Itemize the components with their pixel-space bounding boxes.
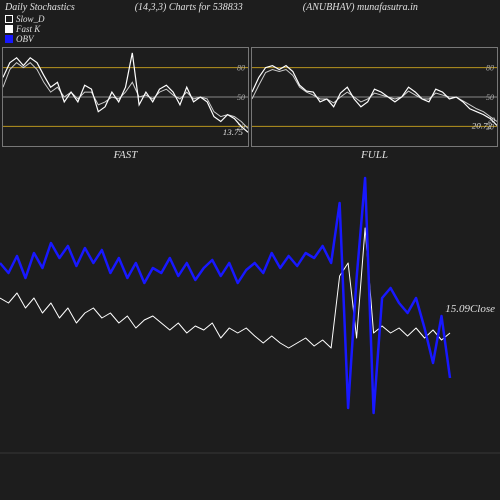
legend-label: OBV bbox=[16, 34, 34, 44]
title: Daily Stochastics bbox=[5, 2, 75, 13]
full-chart: 80502020.7220 bbox=[251, 47, 498, 147]
svg-text:80: 80 bbox=[237, 64, 245, 73]
charts-for: Charts for 538833 bbox=[169, 2, 243, 13]
svg-text:20: 20 bbox=[488, 118, 496, 125]
symbol: (ANUBHAV) bbox=[303, 2, 355, 13]
legend: Slow_D Fast K OBV bbox=[0, 13, 500, 45]
legend-box-icon bbox=[5, 25, 13, 33]
legend-slow-d: Slow_D bbox=[5, 14, 495, 24]
site: munafasutra.in bbox=[357, 2, 418, 13]
svg-text:50: 50 bbox=[237, 93, 245, 102]
svg-text:13.75: 13.75 bbox=[223, 127, 244, 137]
full-label: FULL bbox=[251, 147, 498, 161]
legend-label: Fast K bbox=[16, 24, 40, 34]
main-chart: 15.09Close bbox=[0, 168, 500, 458]
legend-label: Slow_D bbox=[16, 14, 45, 24]
svg-text:50: 50 bbox=[486, 93, 494, 102]
params: (14,3,3) bbox=[135, 2, 167, 13]
legend-fast-k: Fast K bbox=[5, 24, 495, 34]
svg-text:80: 80 bbox=[486, 64, 494, 73]
legend-box-icon bbox=[5, 15, 13, 23]
fast-chart: 80502013.75 bbox=[2, 47, 249, 147]
fast-label: FAST bbox=[2, 147, 249, 161]
legend-obv: OBV bbox=[5, 34, 495, 44]
close-label: 15.09Close bbox=[445, 303, 495, 315]
legend-box-icon bbox=[5, 35, 13, 43]
